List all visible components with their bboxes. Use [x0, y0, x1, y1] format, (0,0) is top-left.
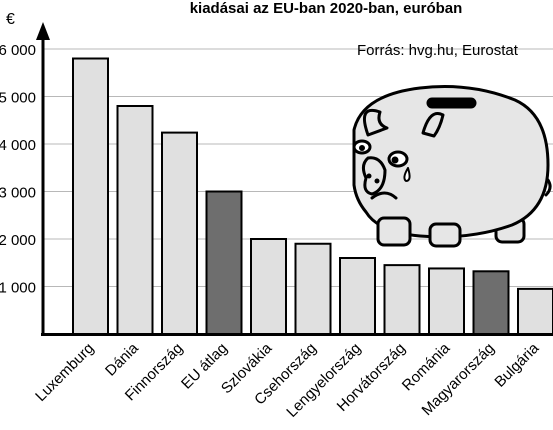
x-tick-label: Dánia: [102, 339, 142, 379]
pig-mouth: [370, 191, 398, 200]
bar-8: [383, 264, 421, 335]
bar-10: [472, 270, 510, 335]
y-axis-arrow: [36, 22, 50, 40]
pig-mid-leg: [428, 222, 462, 248]
y-tick-label: 3 000: [0, 185, 36, 202]
y-tick-label: 4 000: [0, 137, 36, 154]
pig-nostril: [366, 173, 372, 179]
pig-pupil-left: [359, 145, 365, 151]
pig-body: [352, 85, 550, 239]
bar-3: [161, 131, 198, 335]
pig-tear: [403, 167, 411, 182]
y-tick-label: 1 000: [0, 280, 36, 297]
y-tick-label: 5 000: [0, 90, 36, 107]
bar-1: [72, 57, 109, 335]
pig-coin-slot: [426, 97, 477, 109]
x-tick-label: Luxemburg: [32, 340, 97, 405]
bar-6: [294, 242, 332, 335]
piggy-bank-icon: [352, 85, 552, 248]
pig-ear-right: [421, 112, 445, 138]
source-note: Forrás: hvg.hu, Eurostat: [357, 42, 519, 59]
y-tick-label: 6 000: [0, 42, 36, 59]
bar-9: [428, 267, 465, 336]
pig-tail: [544, 178, 552, 197]
bar-2: [116, 105, 154, 335]
bar-11: [517, 287, 553, 335]
bar-7: [339, 257, 376, 335]
y-unit-label: €: [6, 11, 15, 28]
y-tick-label: 2 000: [0, 232, 36, 249]
axes: [36, 22, 553, 336]
pig-front-leg: [376, 216, 412, 247]
bars: [72, 57, 553, 336]
pig-snout: [361, 156, 387, 196]
y-tick-labels: 1 000 2 000 3 000 4 000 5 000 6 000: [0, 42, 36, 297]
pig-pupil-right: [391, 156, 399, 164]
x-tick-label: Bulgária: [491, 339, 542, 390]
pig-ear: [363, 108, 389, 137]
bar-4: [205, 190, 243, 335]
chart-title: kiadásai az EU-ban 2020-ban, euróban: [190, 0, 463, 17]
pig-nostril-2: [374, 178, 380, 184]
bar-5: [250, 238, 287, 335]
